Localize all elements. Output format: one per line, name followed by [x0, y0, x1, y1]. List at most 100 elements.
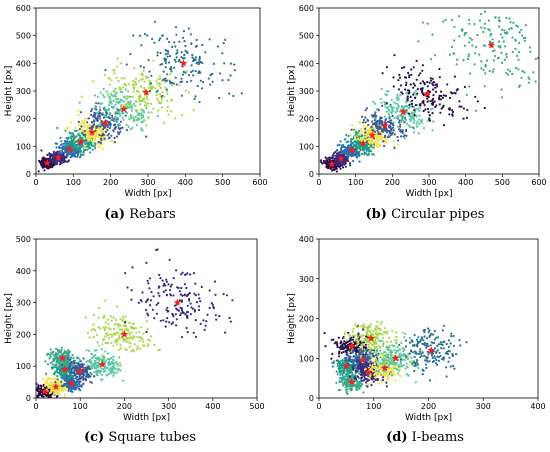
x-tick-label: 200 — [117, 402, 132, 411]
data-point — [200, 87, 204, 90]
data-point — [397, 105, 400, 108]
data-point — [198, 297, 201, 300]
data-point — [38, 159, 41, 162]
data-point — [104, 341, 107, 345]
centroid-star — [67, 379, 76, 387]
data-point — [72, 388, 75, 391]
data-point — [343, 343, 346, 346]
data-point — [444, 19, 447, 22]
data-point — [78, 375, 81, 378]
data-point — [98, 106, 101, 109]
data-point — [431, 33, 434, 36]
data-point — [49, 157, 52, 160]
data-point — [385, 102, 388, 105]
data-point — [136, 113, 139, 117]
data-point — [412, 93, 415, 96]
data-point — [356, 343, 359, 346]
data-point — [417, 132, 420, 135]
data-point — [146, 312, 149, 315]
data-point — [343, 331, 346, 334]
data-point — [168, 321, 171, 324]
data-point — [135, 123, 138, 127]
data-point — [60, 346, 64, 349]
data-point — [364, 131, 367, 134]
data-point — [389, 340, 392, 343]
data-point — [113, 69, 116, 72]
data-point — [520, 76, 523, 79]
data-point — [523, 71, 526, 74]
data-point — [475, 109, 478, 112]
data-point — [90, 372, 93, 375]
data-point — [40, 149, 43, 152]
data-point — [103, 328, 106, 332]
data-point — [103, 316, 106, 319]
caption-letter: (a) — [104, 207, 125, 222]
data-point — [134, 82, 137, 85]
data-point — [140, 112, 143, 115]
y-tick-label: 200 — [16, 330, 31, 339]
data-point — [340, 351, 343, 354]
data-point — [107, 93, 110, 96]
data-point — [85, 360, 88, 363]
data-point — [90, 363, 94, 366]
data-point — [448, 53, 451, 56]
data-point — [127, 337, 130, 340]
data-point — [95, 361, 98, 364]
data-point — [376, 347, 379, 350]
data-point — [172, 294, 175, 297]
data-point — [118, 328, 122, 331]
data-point — [102, 370, 105, 373]
data-point — [398, 119, 401, 122]
data-point — [114, 126, 117, 129]
data-point — [415, 94, 418, 97]
centroid-star — [101, 118, 109, 127]
data-point — [181, 36, 185, 39]
centroid-star — [54, 153, 63, 161]
centroid-star — [359, 139, 367, 147]
data-point — [59, 383, 62, 386]
data-point — [71, 135, 74, 139]
data-point — [394, 102, 397, 105]
data-point — [162, 284, 165, 287]
data-point — [333, 168, 336, 171]
y-tick-label: 400 — [299, 59, 314, 68]
data-point — [191, 54, 194, 57]
data-point — [167, 113, 170, 116]
data-point — [169, 82, 172, 85]
data-point — [117, 367, 120, 370]
data-point — [388, 344, 391, 347]
data-point — [343, 138, 346, 141]
data-point — [204, 51, 207, 54]
data-point — [418, 104, 422, 107]
data-point — [155, 312, 159, 315]
data-point — [343, 161, 346, 164]
data-point — [68, 159, 71, 162]
data-point — [114, 98, 117, 101]
data-point — [83, 124, 86, 127]
data-point — [95, 369, 98, 372]
data-point — [104, 335, 107, 338]
data-point — [428, 116, 431, 119]
data-point — [189, 33, 192, 36]
data-point — [156, 51, 159, 54]
data-point — [429, 77, 432, 80]
data-point — [90, 125, 94, 128]
data-point — [436, 85, 439, 88]
data-point — [78, 127, 81, 131]
data-point — [164, 289, 167, 292]
data-point — [131, 83, 135, 86]
data-point — [117, 337, 120, 340]
data-point — [404, 129, 408, 133]
data-point — [467, 55, 470, 58]
data-point — [350, 128, 353, 131]
data-point — [331, 169, 334, 172]
data-point — [478, 53, 481, 56]
data-point — [190, 306, 193, 309]
data-point — [119, 98, 122, 101]
data-point — [142, 99, 145, 102]
data-point — [439, 111, 442, 114]
data-point — [107, 327, 110, 330]
data-point — [94, 356, 97, 359]
data-point — [379, 97, 382, 100]
data-point — [386, 106, 389, 109]
